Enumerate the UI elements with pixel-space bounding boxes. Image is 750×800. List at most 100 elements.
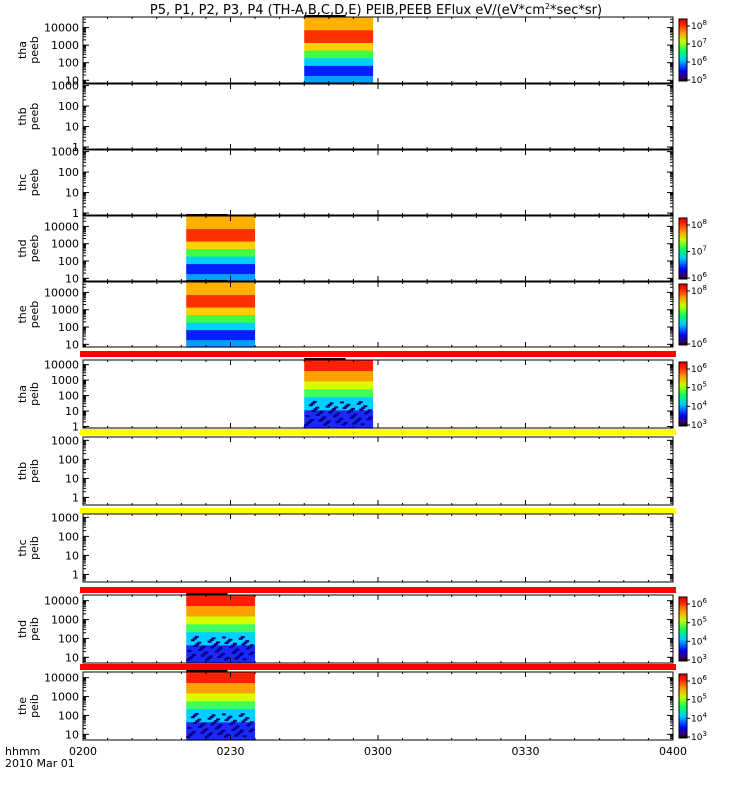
noise-speck xyxy=(318,419,323,422)
noise-speck xyxy=(247,645,252,648)
panel-thb-peeb: 1000 100 10 1 thb peeb xyxy=(16,80,674,154)
noise-speck xyxy=(339,417,344,420)
energy-band xyxy=(186,258,256,262)
noise-speck xyxy=(250,728,255,731)
noise-speck xyxy=(234,734,239,737)
energy-band xyxy=(186,344,256,348)
energy-band xyxy=(186,602,256,607)
energy-band xyxy=(186,692,256,697)
energy-band xyxy=(304,77,374,82)
energy-band xyxy=(186,273,256,277)
noise-speck xyxy=(242,735,247,738)
noise-speck xyxy=(201,722,206,725)
noise-speck xyxy=(341,423,346,426)
y-tick-label: 1 xyxy=(72,207,79,220)
panel-frame xyxy=(82,83,674,150)
colorbar xyxy=(678,673,688,739)
y-tick-label: 100 xyxy=(58,100,79,113)
colorbar xyxy=(678,361,688,427)
noise-speck xyxy=(348,409,353,412)
energy-band xyxy=(186,706,256,710)
energy-band xyxy=(186,271,256,275)
noise-speck xyxy=(194,635,199,638)
noise-speck xyxy=(235,648,240,651)
y-axis-label: peib xyxy=(28,536,41,560)
noise-speck xyxy=(204,651,209,654)
energy-band xyxy=(186,253,256,257)
energy-band xyxy=(186,690,256,694)
noise-speck xyxy=(194,712,199,715)
y-tick-label: 10 xyxy=(65,272,79,285)
energy-band xyxy=(186,615,256,620)
energy-band xyxy=(186,597,256,601)
energy-band xyxy=(304,72,374,76)
y-tick-label: 1000 xyxy=(51,374,79,387)
noise-speck xyxy=(225,656,230,659)
noise-speck xyxy=(245,724,250,727)
noise-speck xyxy=(217,733,222,736)
energy-band xyxy=(186,342,256,346)
panel-frame xyxy=(82,671,674,741)
noise-speck xyxy=(207,717,212,720)
noise-speck xyxy=(221,729,226,732)
x-tick-label: 0330 xyxy=(512,745,540,758)
noise-speck xyxy=(197,649,202,652)
energy-band xyxy=(186,282,256,286)
y-tick-label: 1000 xyxy=(51,304,79,317)
noise-speck xyxy=(214,643,219,646)
energy-band xyxy=(304,370,374,374)
energy-band xyxy=(186,649,256,654)
noise-speck xyxy=(334,413,339,416)
noise-speck xyxy=(210,723,215,726)
noise-speck xyxy=(216,648,221,651)
y-tick-label: 1 xyxy=(72,141,79,154)
energy-band xyxy=(304,65,374,69)
noise-speck xyxy=(195,643,200,646)
mode-bar xyxy=(80,664,676,670)
panel-thc-peib: 1000 100 10 1 thc peib xyxy=(16,508,676,583)
noise-speck xyxy=(221,652,226,655)
energy-band xyxy=(304,32,374,36)
noise-speck xyxy=(325,405,330,408)
noise-speck xyxy=(201,645,206,648)
y-tick-label: 1000 xyxy=(51,434,79,447)
panel-the-peib: 10000 1000 100 10 the peib 106 105 104 103 xyxy=(16,664,707,743)
y-tick-label: 10 xyxy=(65,472,79,485)
noise-speck xyxy=(308,420,313,423)
noise-speck xyxy=(351,415,356,418)
energy-band xyxy=(186,629,256,633)
noise-speck xyxy=(219,654,224,657)
y-axis-label: thc xyxy=(16,174,29,191)
noise-speck xyxy=(224,719,229,722)
noise-speck xyxy=(207,640,212,643)
noise-speck xyxy=(342,407,347,410)
y-tick-label: 1 xyxy=(72,421,79,434)
noise-speck xyxy=(238,637,243,640)
energy-band xyxy=(186,726,256,731)
energy-band xyxy=(186,672,256,676)
energy-band xyxy=(186,327,256,331)
y-tick-label: 10 xyxy=(65,74,79,87)
noise-speck xyxy=(310,402,315,405)
energy-band xyxy=(304,44,374,49)
y-axis-label: peib xyxy=(28,694,41,718)
noise-speck xyxy=(243,641,248,644)
noise-speck xyxy=(230,721,235,724)
noise-speck xyxy=(229,723,234,726)
energy-band xyxy=(186,687,256,691)
spectrogram-data xyxy=(304,358,374,429)
spectrogram-data xyxy=(304,15,374,84)
y-tick-label: 10 xyxy=(65,405,79,418)
noise-speck xyxy=(334,406,339,409)
y-tick-label: 100 xyxy=(58,632,79,645)
energy-band xyxy=(186,302,256,306)
y-axis-label: thd xyxy=(16,239,29,257)
noise-speck xyxy=(240,652,245,655)
noise-speck xyxy=(221,636,226,639)
noise-speck xyxy=(315,406,320,409)
energy-band xyxy=(304,34,374,38)
energy-band xyxy=(304,39,374,43)
y-tick-label: 10000 xyxy=(44,22,79,35)
noise-speck xyxy=(221,713,226,716)
